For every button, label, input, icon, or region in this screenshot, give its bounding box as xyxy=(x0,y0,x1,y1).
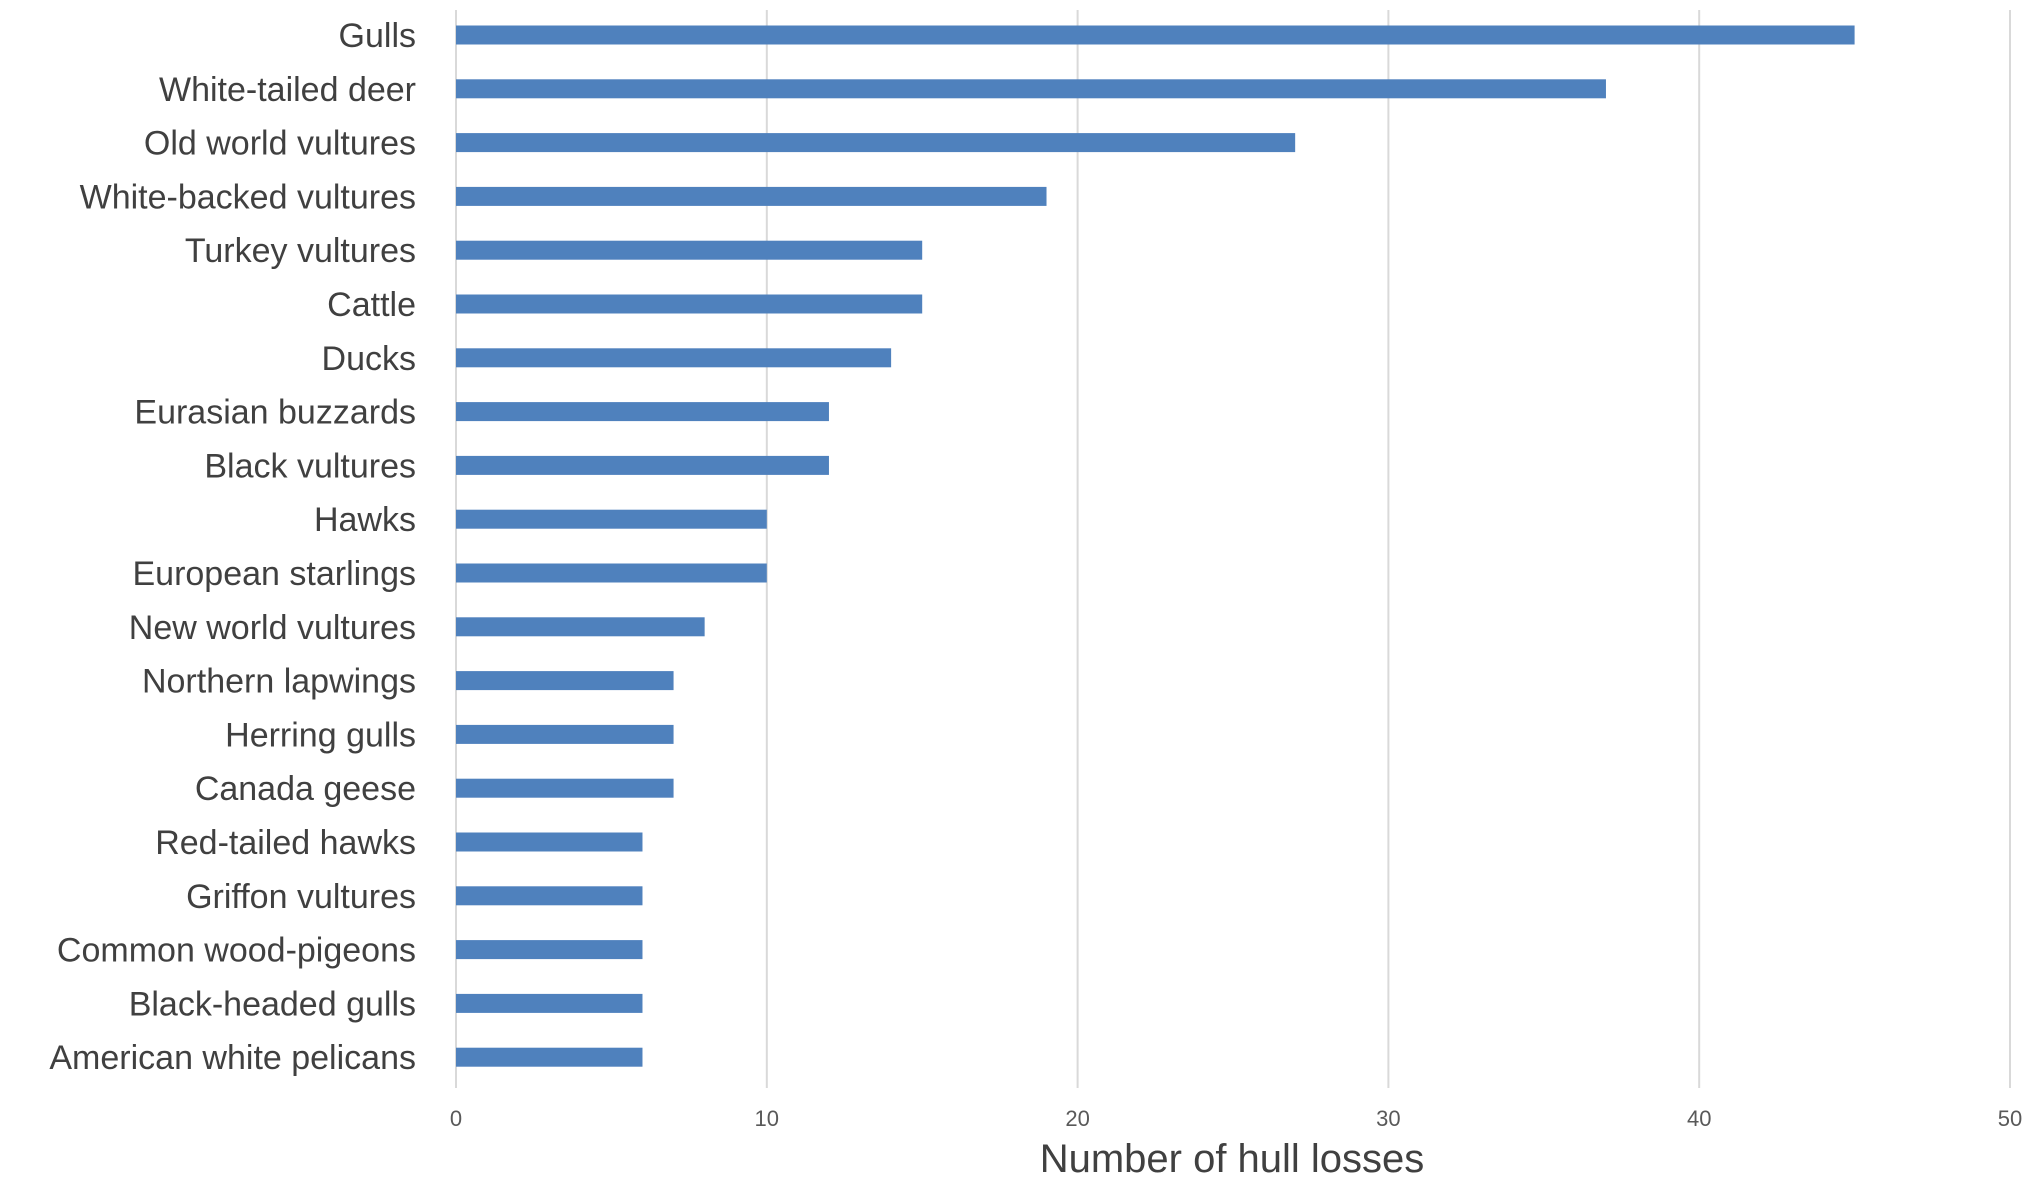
gridlines xyxy=(455,10,2011,1088)
bar xyxy=(456,778,674,798)
category-label: Red-tailed hawks xyxy=(155,824,416,862)
bar xyxy=(456,617,705,637)
category-label: Herring gulls xyxy=(225,716,416,754)
category-label: New world vultures xyxy=(129,609,416,647)
bars xyxy=(456,25,1855,1067)
category-labels: Gulls White-tailed deer Old world vultures… xyxy=(49,17,416,1077)
category-label: Old world vultures xyxy=(144,125,416,163)
bar xyxy=(456,348,892,368)
bar xyxy=(456,455,829,475)
bar xyxy=(456,509,767,529)
x-tick-label: 10 xyxy=(755,1106,779,1131)
bar xyxy=(456,186,1047,206)
category-label: European starlings xyxy=(132,555,416,593)
category-label: White-backed vultures xyxy=(80,178,416,216)
bar xyxy=(456,563,767,583)
category-label: Black vultures xyxy=(204,447,416,485)
x-tick-label: 20 xyxy=(1065,1106,1089,1131)
bar xyxy=(456,724,674,744)
category-label: White-tailed deer xyxy=(159,71,416,109)
category-label: Eurasian buzzards xyxy=(134,394,416,432)
bar xyxy=(456,671,674,691)
bar xyxy=(456,79,1606,99)
bar xyxy=(456,25,1855,45)
category-label: Gulls xyxy=(339,17,416,55)
category-label: American white pelicans xyxy=(49,1039,416,1077)
category-label: Cattle xyxy=(327,286,416,324)
bar xyxy=(456,886,643,906)
category-label: Griffon vultures xyxy=(186,878,416,916)
x-tick-label: 40 xyxy=(1687,1106,1711,1131)
x-tick-label: 0 xyxy=(450,1106,462,1131)
bar xyxy=(456,294,923,314)
x-axis-title: Number of hull losses xyxy=(1040,1137,1425,1181)
bar xyxy=(456,402,829,422)
category-label: Hawks xyxy=(314,501,416,539)
category-label: Northern lapwings xyxy=(142,663,416,701)
category-label: Turkey vultures xyxy=(185,232,416,270)
bar xyxy=(456,832,643,852)
bar xyxy=(456,240,923,260)
category-label: Canada geese xyxy=(195,770,416,808)
x-tick-label: 50 xyxy=(1998,1106,2022,1131)
x-tick-label: 30 xyxy=(1376,1106,1400,1131)
bar xyxy=(456,940,643,960)
bar xyxy=(456,133,1296,153)
category-label: Ducks xyxy=(322,340,416,378)
category-label: Black-headed gulls xyxy=(129,985,416,1023)
x-tick-labels: 0 10 20 30 40 50 xyxy=(450,1106,2022,1131)
bar xyxy=(456,993,643,1013)
bar xyxy=(456,1047,643,1067)
category-label: Common wood-pigeons xyxy=(57,932,416,970)
